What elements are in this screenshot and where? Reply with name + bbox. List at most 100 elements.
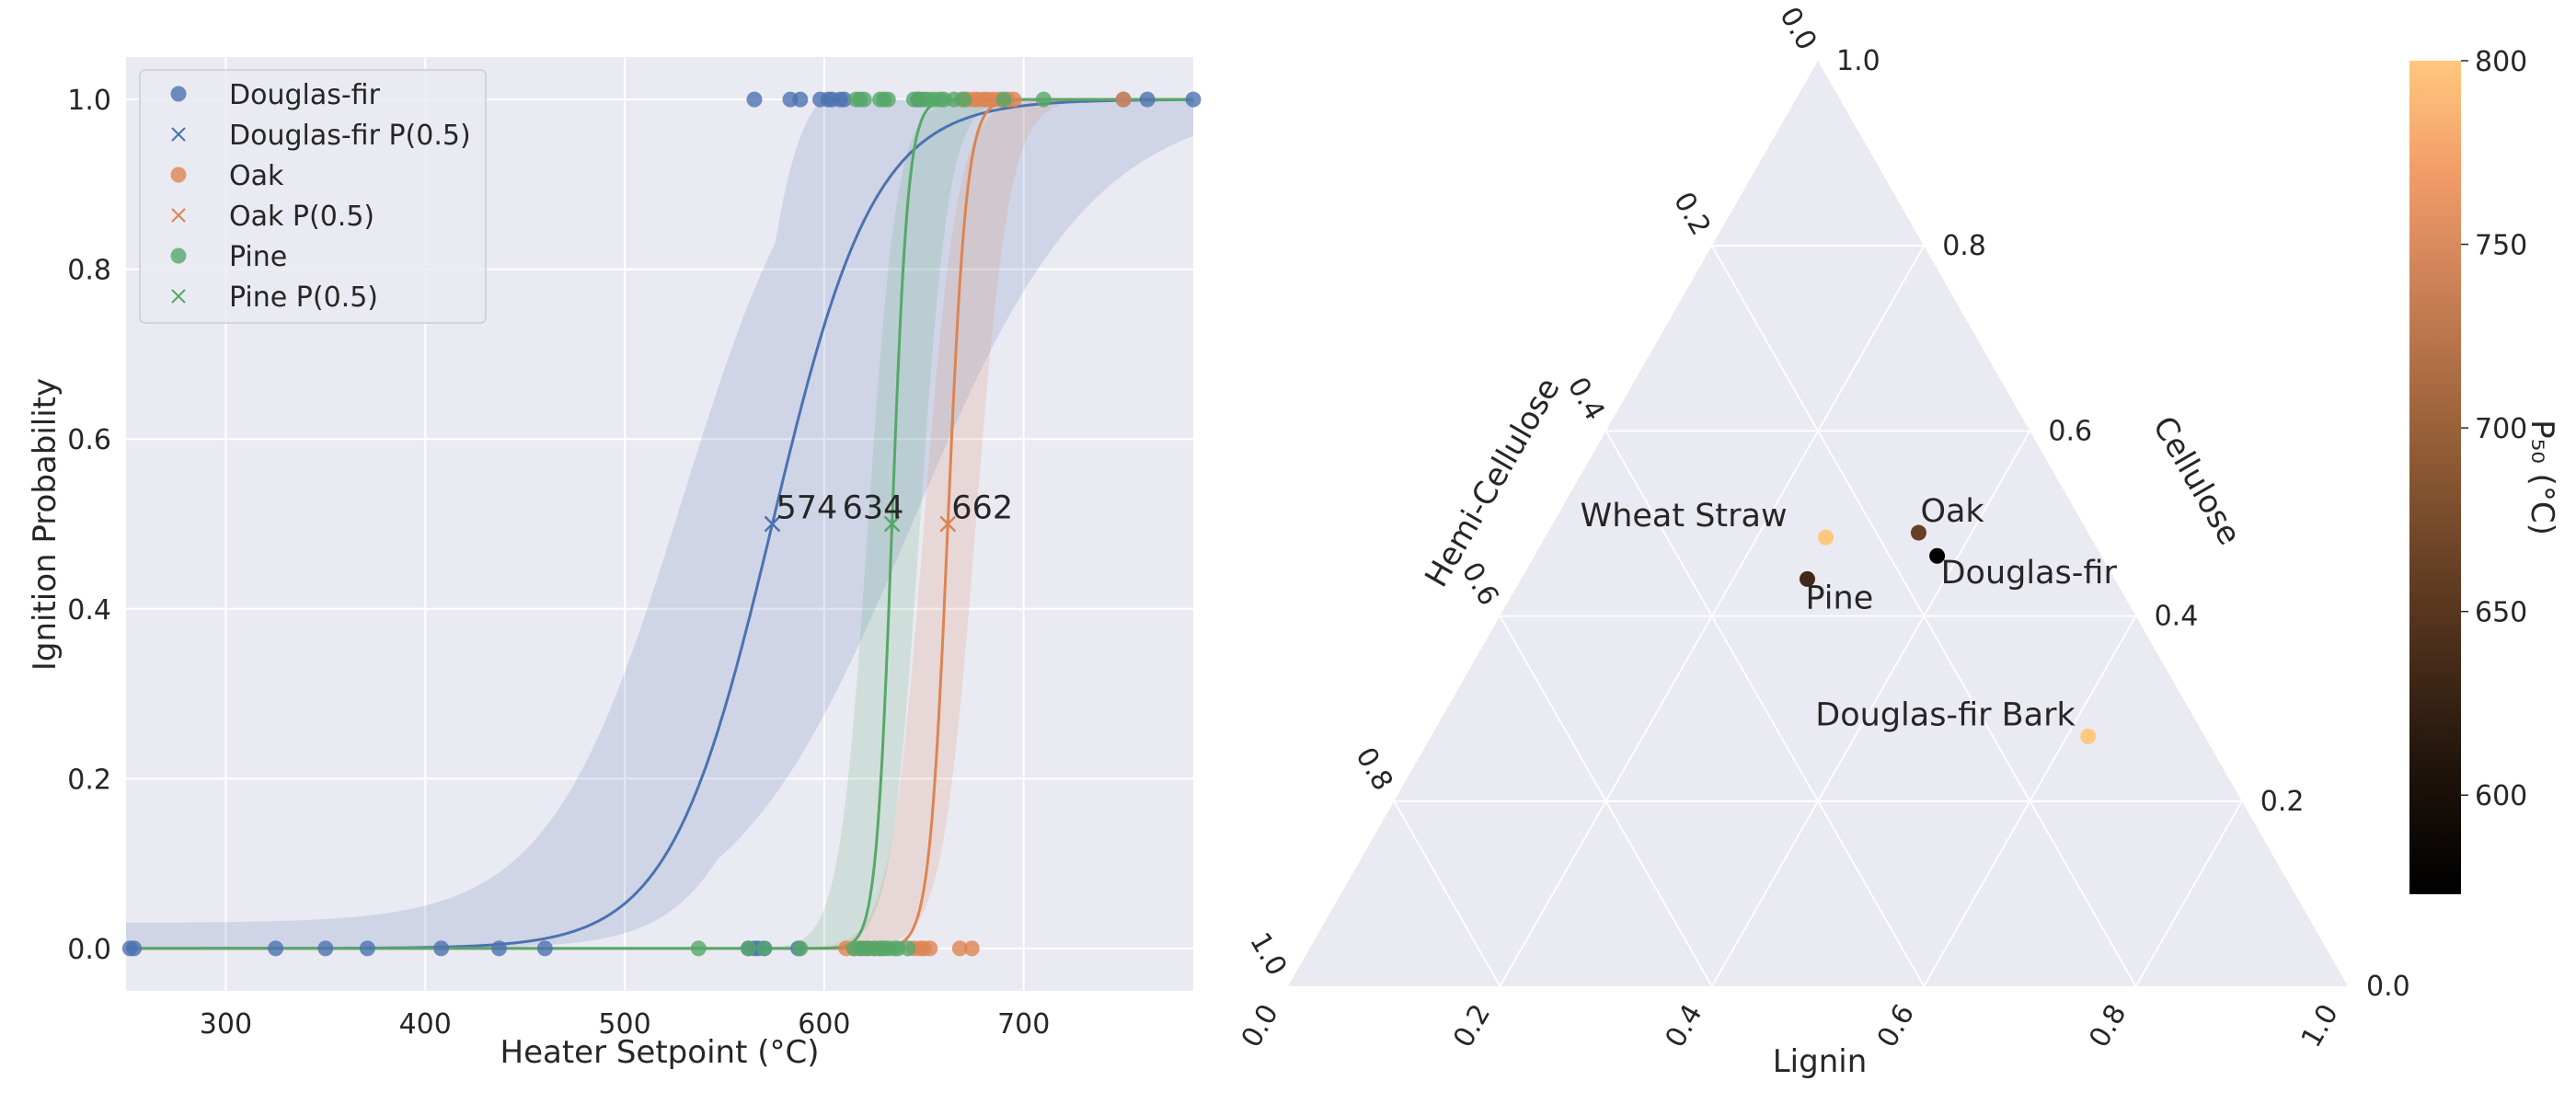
colorbar-tick-label: 750 — [2475, 230, 2527, 262]
y-tick-label: 0.2 — [67, 764, 111, 796]
data-point-not-ignited — [317, 940, 334, 957]
legend-marker-dot — [170, 167, 187, 183]
colorbar-label: P₅₀ (°C) — [2524, 420, 2560, 535]
ternary-point-label: Wheat Straw — [1581, 498, 1788, 535]
y-tick-label: 0.6 — [67, 424, 111, 456]
data-point-not-ignited — [900, 940, 916, 957]
ternary-point-label: Douglas-fir — [1941, 555, 2118, 592]
ternary-gridline — [1499, 615, 1713, 987]
ternary-point — [1799, 570, 1815, 587]
data-point-not-ignited — [922, 940, 938, 957]
colorbar-tick-label: 650 — [2475, 597, 2527, 629]
legend-marker-x — [171, 208, 186, 223]
cellulose-tick-label: 0.6 — [2048, 415, 2092, 447]
legend-entry: Oak P(0.5) — [229, 201, 374, 233]
y-tick-label: 0.8 — [67, 255, 111, 287]
p50-marker — [883, 515, 901, 533]
legend-entry: Douglas-fir P(0.5) — [229, 120, 471, 152]
y-tick-label: 0.0 — [67, 934, 111, 966]
hemicellulose-tick-label: 1.0 — [1243, 927, 1293, 982]
legend-marker-dot — [170, 247, 187, 264]
data-point-ignited — [1185, 91, 1202, 108]
legend-entry: Douglas-fir — [229, 79, 381, 111]
data-point-not-ignited — [690, 940, 707, 957]
left-ticks: 300 400 500 600 700 0.0 0.2 0.4 0.6 0.8 1.0 — [67, 85, 1050, 1041]
p50-marker-stroke — [939, 515, 957, 533]
legend-marker-dot — [170, 86, 187, 102]
hemicellulose-tick-label: 0.2 — [1667, 187, 1717, 241]
colorbar-gradient — [2409, 61, 2461, 894]
colorbar-tick-label: 800 — [2475, 46, 2527, 78]
y-tick-label: 0.4 — [67, 594, 111, 627]
lignin-tick-label: 1.0 — [2295, 999, 2345, 1053]
data-point-not-ignited — [792, 940, 809, 957]
ternary-point — [2080, 728, 2097, 744]
data-point-ignited — [1139, 91, 1156, 108]
data-point-not-ignited — [963, 940, 980, 957]
p50-marker-stroke — [883, 515, 901, 533]
data-point-not-ignited — [740, 940, 756, 957]
data-point-ignited — [995, 91, 1012, 108]
hemicellulose-tick-label: 0.8 — [1349, 742, 1398, 797]
data-point-not-ignited — [756, 940, 773, 957]
x-tick-label: 400 — [399, 1008, 452, 1041]
data-point-not-ignited — [268, 940, 284, 957]
data-point-ignited — [792, 91, 809, 108]
cellulose-tick-label: 0.2 — [2260, 786, 2305, 818]
confidence-band — [126, 99, 1193, 949]
x-tick-label: 600 — [798, 1008, 850, 1041]
p50-marker-stroke — [764, 515, 781, 533]
x-tick-label: 500 — [598, 1008, 650, 1041]
y-tick-label: 1.0 — [67, 85, 111, 117]
legend-marker-x — [171, 127, 186, 142]
data-point-not-ignited — [126, 940, 143, 957]
right-axis-label: Cellulose — [2145, 410, 2248, 551]
ternary-point — [1818, 529, 1834, 546]
data-point-ignited — [836, 91, 853, 108]
ternary-point — [1929, 547, 1946, 564]
data-point-ignited — [956, 91, 972, 108]
legend-marker-x — [171, 289, 186, 304]
colorbar-tick-label: 600 — [2475, 780, 2527, 812]
lignin-tick-label: 0.2 — [1447, 999, 1497, 1053]
x-axis-label: Heater Setpoint (°C) — [500, 1034, 820, 1071]
lignin-tick-label: 0.6 — [1871, 999, 1921, 1053]
ternary-gridline — [1604, 430, 1925, 987]
colorbar: 600 650 700 750 800 P₅₀ (°C) — [2409, 46, 2560, 894]
lignin-tick-label: 0.4 — [1659, 999, 1708, 1053]
legend-entry: Pine P(0.5) — [229, 282, 378, 314]
lignin-tick-label: 0.8 — [2083, 999, 2133, 1053]
data-point-ignited — [1115, 91, 1132, 108]
ternary-point-label: Douglas-fir Bark — [1815, 696, 2076, 733]
left-chart-panel: 574 662 634 300 400 500 600 700 0.0 0.2 0.4 0.6 0.8… — [27, 57, 1202, 1071]
ternary-point-label: Pine — [1805, 580, 1873, 616]
p50-label: 634 — [843, 490, 904, 527]
data-point-ignited — [746, 91, 763, 108]
legend-entry: Oak — [229, 160, 284, 192]
y-axis-label: Ignition Probability — [27, 378, 63, 671]
cellulose-tick-label: 0.4 — [2155, 601, 2199, 633]
cellulose-tick-label: 0.8 — [1942, 230, 1986, 262]
ternary-gridline — [1923, 615, 2137, 987]
ignition-points: 574 662 634 — [121, 91, 1202, 957]
data-point-not-ignited — [536, 940, 553, 957]
confidence-band — [126, 99, 1193, 949]
x-tick-label: 300 — [200, 1008, 252, 1041]
cellulose-tick-label: 0.0 — [2366, 971, 2410, 1003]
ternary-chart-panel: 0.00.00.00.20.20.20.40.40.40.60.60.60.80… — [1236, 2, 2410, 1080]
hemicellulose-tick-label: 0.4 — [1561, 372, 1611, 426]
data-point-not-ignited — [433, 940, 450, 957]
legend-box — [139, 69, 487, 324]
lignin-tick-label: 0.0 — [1236, 999, 1285, 1053]
ternary-gridline — [1711, 430, 2031, 987]
confidence-bands — [126, 99, 1193, 949]
x-tick-label: 700 — [997, 1008, 1050, 1041]
bottom-axis-label: Lignin — [1773, 1043, 1868, 1080]
colorbar-ticks: 600 650 700 750 800 — [2461, 46, 2527, 812]
legend-entry: Pine — [229, 241, 287, 273]
data-point-ignited — [1035, 91, 1052, 108]
p50-marker — [764, 515, 781, 533]
colorbar-tick-label: 700 — [2475, 413, 2527, 445]
ternary-point-label: Oak — [1920, 493, 1984, 530]
